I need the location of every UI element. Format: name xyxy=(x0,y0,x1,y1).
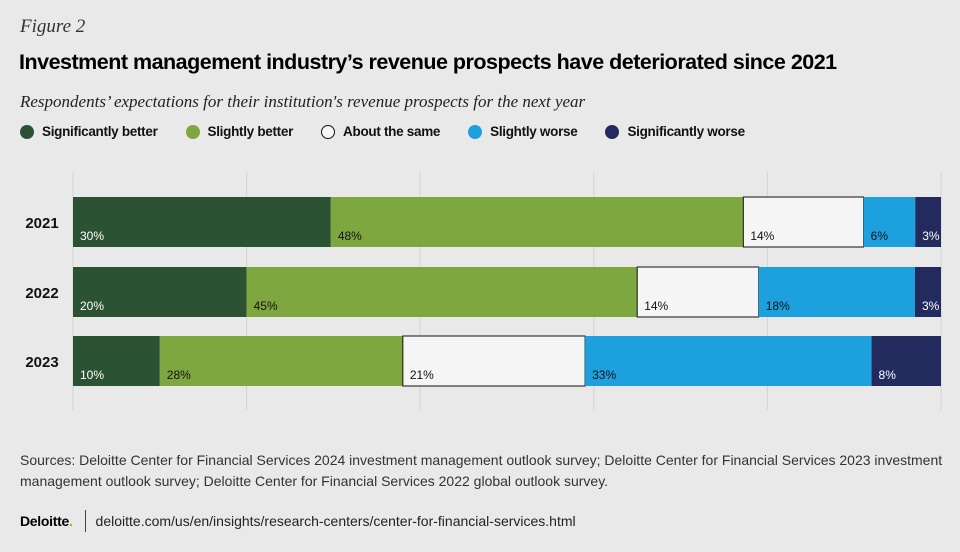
legend-swatch-about-the-same xyxy=(321,124,336,139)
legend-label-significantly-better: Significantly better xyxy=(42,124,158,139)
chart-title: Investment management industry’s revenue… xyxy=(19,50,837,74)
legend-item-significantly-better: Significantly better xyxy=(20,124,158,139)
sources-note: Sources: Deloitte Center for Financial S… xyxy=(20,452,943,489)
legend-swatch-significantly-worse xyxy=(605,124,620,139)
data-label-significantly_better-2022: 20% xyxy=(80,299,104,313)
legend-item-about-the-same: About the same xyxy=(321,124,440,139)
data-label-about_the_same-2021: 14% xyxy=(750,229,774,243)
bar-slightly_worse-2021 xyxy=(863,197,916,247)
bar-significantly_worse-2022 xyxy=(914,267,941,317)
bar-significantly_better-2021 xyxy=(73,197,331,247)
legend: Significantly better Slightly better Abo… xyxy=(20,124,773,139)
data-label-significantly_worse-2023: 8% xyxy=(879,368,897,382)
footer-divider xyxy=(84,510,86,532)
figure-label: Figure 2 xyxy=(20,16,86,37)
data-label-slightly_better-2021: 48% xyxy=(338,229,362,243)
bar-slightly_better-2021 xyxy=(330,197,744,247)
data-label-slightly_better-2022: 45% xyxy=(254,299,278,313)
bar-slightly_worse-2022 xyxy=(758,267,915,317)
data-label-significantly_better-2021: 30% xyxy=(80,229,104,243)
data-label-significantly_worse-2022: 3% xyxy=(922,299,940,313)
category-label-2023: 2023 xyxy=(25,354,58,371)
category-label-2021: 2021 xyxy=(25,215,58,232)
legend-label-slightly-better: Slightly better xyxy=(207,124,294,139)
data-label-slightly_worse-2022: 18% xyxy=(766,299,790,313)
data-label-slightly_worse-2023: 33% xyxy=(592,368,616,382)
legend-swatch-slightly-worse xyxy=(468,124,483,139)
data-label-about_the_same-2022: 14% xyxy=(644,299,668,313)
legend-item-significantly-worse: Significantly worse xyxy=(605,124,745,139)
deloitte-logo: Deloitte. xyxy=(20,513,73,529)
data-label-significantly_better-2023: 10% xyxy=(80,368,104,382)
legend-item-slightly-better: Slightly better xyxy=(185,124,294,139)
legend-label-significantly-worse: Significantly worse xyxy=(627,124,745,139)
footer: Deloitte. deloitte.com/us/en/insights/re… xyxy=(20,510,576,532)
bar-significantly_worse-2021 xyxy=(915,197,941,247)
bar-about_the_same-2022 xyxy=(636,266,760,318)
chart-subtitle: Respondents’ expectations for their inst… xyxy=(20,92,586,111)
deloitte-logo-text: Deloitte xyxy=(20,513,69,529)
footer-url: deloitte.com/us/en/insights/research-cen… xyxy=(95,513,576,529)
bar-slightly_better-2022 xyxy=(246,267,638,317)
legend-label-about-the-same: About the same xyxy=(343,124,441,139)
deloitte-logo-dot: . xyxy=(68,513,73,529)
legend-swatch-significantly-better xyxy=(20,124,34,139)
data-label-slightly_better-2023: 28% xyxy=(167,368,191,382)
data-label-slightly_worse-2021: 6% xyxy=(871,229,889,243)
bar-significantly_worse-2023 xyxy=(871,336,941,386)
bar-slightly_worse-2023 xyxy=(585,336,872,386)
bar-significantly_better-2022 xyxy=(73,267,247,317)
legend-item-slightly-worse: Slightly worse xyxy=(468,124,578,139)
legend-label-slightly-worse: Slightly worse xyxy=(490,124,578,139)
category-label-2022: 2022 xyxy=(25,285,58,302)
bar-slightly_better-2023 xyxy=(159,336,403,386)
data-label-significantly_worse-2021: 3% xyxy=(922,229,940,243)
bar-about_the_same-2023 xyxy=(402,335,586,387)
legend-swatch-slightly-better xyxy=(185,124,200,139)
data-label-about_the_same-2023: 21% xyxy=(410,368,434,382)
bar-significantly_better-2023 xyxy=(73,336,160,386)
